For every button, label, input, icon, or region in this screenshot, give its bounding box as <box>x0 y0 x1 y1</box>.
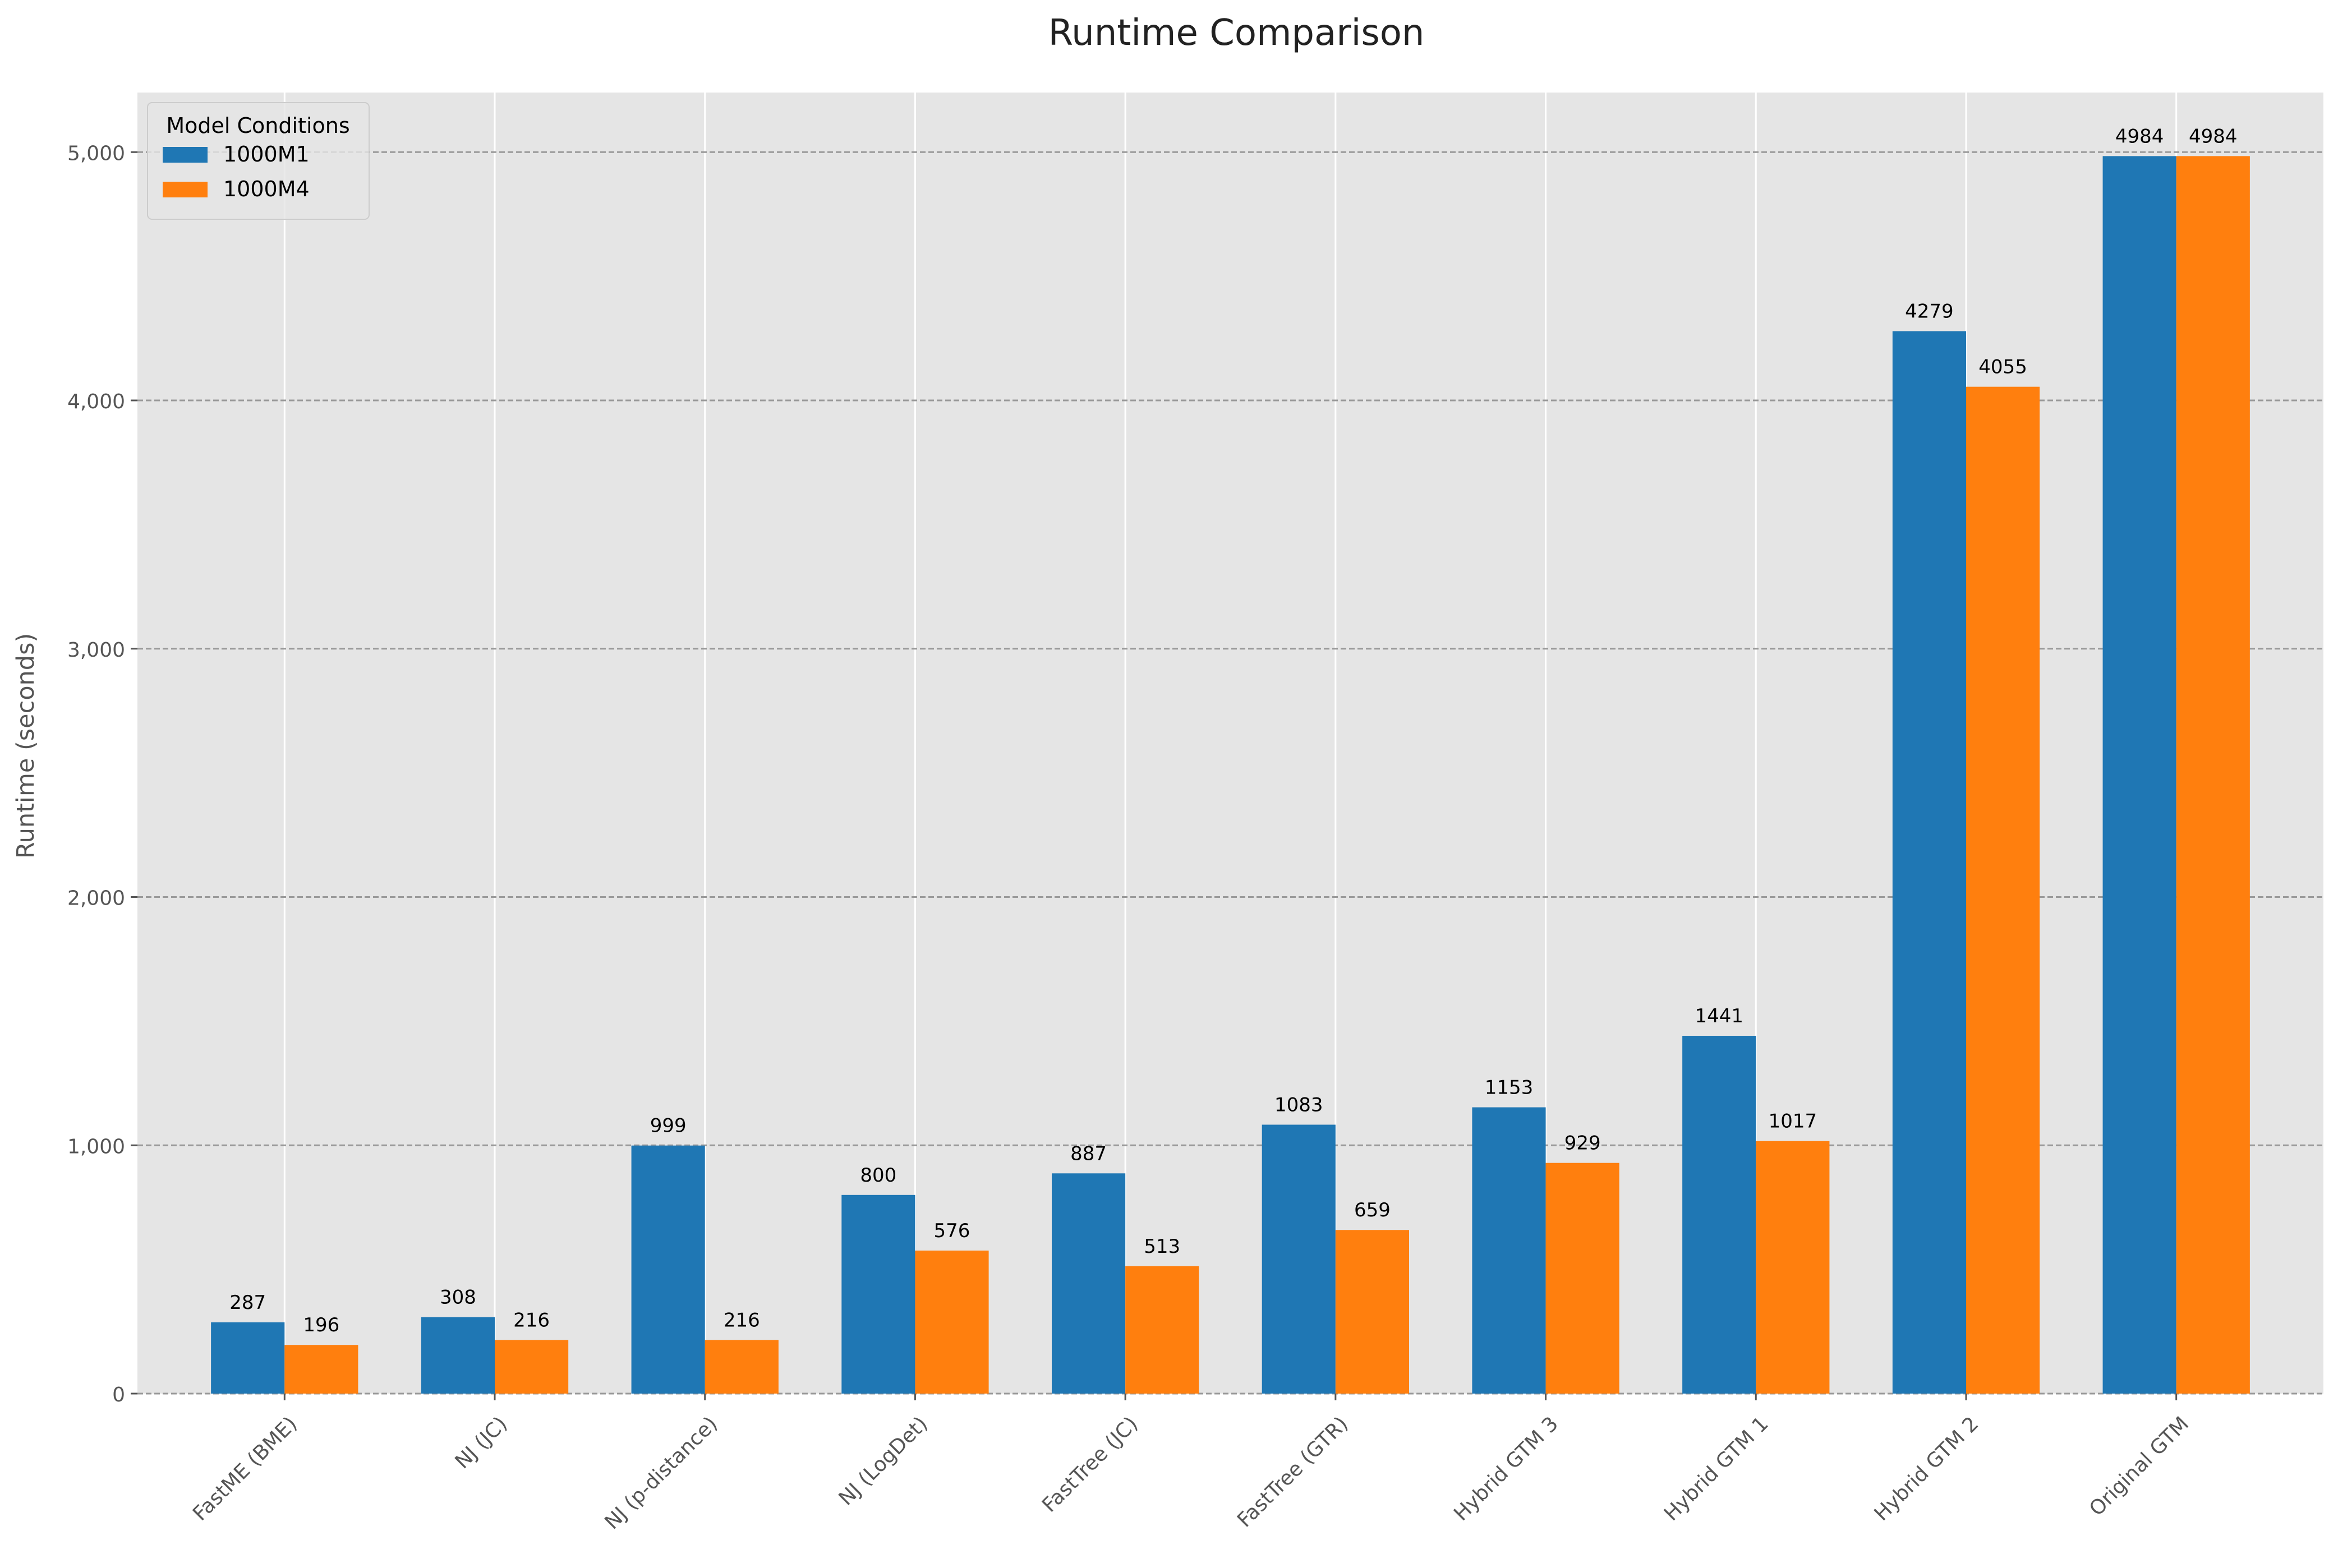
bar-1000M4 <box>915 1250 989 1394</box>
bar-1000M1 <box>1472 1107 1546 1394</box>
y-tick-label: 2,000 <box>67 887 125 910</box>
y-axis-label: Runtime (seconds) <box>12 633 40 859</box>
legend-items: 1000M1 1000M4 <box>163 142 310 201</box>
bar-1000M4 <box>1125 1266 1199 1394</box>
y-tick-label: 1,000 <box>67 1135 125 1158</box>
bar-value-labels: 287 308 999 800 887 1083 1153 1441 4279 4984 196 21… <box>229 125 2237 1336</box>
bar-1000M4 <box>1335 1230 1410 1394</box>
bar-value-label: 308 <box>440 1286 476 1309</box>
bar-value-label: 887 <box>1070 1142 1107 1165</box>
bar-1000M1 <box>211 1322 285 1394</box>
bar-1000M4 <box>1966 386 2040 1394</box>
chart-title: Runtime Comparison <box>1048 12 1425 54</box>
bar-1000M1 <box>1051 1173 1126 1394</box>
bar-1000M4 <box>1756 1141 1830 1394</box>
bar-value-label: 4984 <box>2115 125 2164 147</box>
bar-value-label: 4279 <box>1905 300 1954 322</box>
bar-value-label: 216 <box>724 1309 760 1331</box>
bar-1000M4 <box>705 1340 779 1394</box>
bar-1000M4 <box>495 1340 569 1394</box>
y-tick-label: 3,000 <box>67 639 125 662</box>
bar-value-label: 659 <box>1354 1199 1391 1221</box>
bar-1000M1 <box>2102 156 2176 1394</box>
bar-value-label: 4984 <box>2189 125 2238 147</box>
bar-1000M1 <box>1262 1124 1336 1394</box>
y-tick-label: 5,000 <box>67 142 125 165</box>
bar-value-label: 4055 <box>1978 356 2027 379</box>
bar-value-label: 216 <box>513 1309 550 1331</box>
bar-1000M1 <box>1892 331 1966 1394</box>
bars <box>211 156 2250 1394</box>
legend-swatch-1000M4 <box>163 182 208 197</box>
legend-label: 1000M1 <box>223 142 310 167</box>
bar-value-label: 196 <box>303 1314 339 1336</box>
bar-value-label: 800 <box>860 1164 896 1187</box>
bar-1000M4 <box>2176 156 2250 1394</box>
y-tick-label: 4,000 <box>67 390 125 413</box>
bar-1000M1 <box>421 1317 495 1394</box>
bar-1000M1 <box>1682 1036 1756 1394</box>
legend-title: Model Conditions <box>166 113 349 138</box>
legend: Model Conditions 1000M1 1000M4 <box>147 102 370 220</box>
bar-value-label: 1017 <box>1769 1110 1817 1133</box>
y-axis: 0 1,000 2,000 3,000 4,000 5,000 <box>67 142 137 1406</box>
bar-value-label: 287 <box>229 1292 266 1314</box>
bar-value-label: 576 <box>934 1220 970 1242</box>
bar-value-label: 1441 <box>1695 1005 1743 1027</box>
bar-1000M1 <box>841 1195 915 1394</box>
y-tick-label: 0 <box>112 1383 125 1406</box>
bar-1000M4 <box>1545 1163 1619 1394</box>
bar-1000M1 <box>631 1145 705 1394</box>
bar-value-label: 1083 <box>1274 1094 1323 1117</box>
legend-swatch-1000M1 <box>163 147 208 163</box>
bar-value-label: 999 <box>650 1115 687 1137</box>
bar-value-label: 929 <box>1564 1132 1601 1155</box>
bar-value-label: 1153 <box>1485 1077 1534 1099</box>
bar-1000M4 <box>284 1345 358 1394</box>
legend-label: 1000M4 <box>223 177 310 201</box>
bar-value-label: 513 <box>1144 1235 1180 1258</box>
